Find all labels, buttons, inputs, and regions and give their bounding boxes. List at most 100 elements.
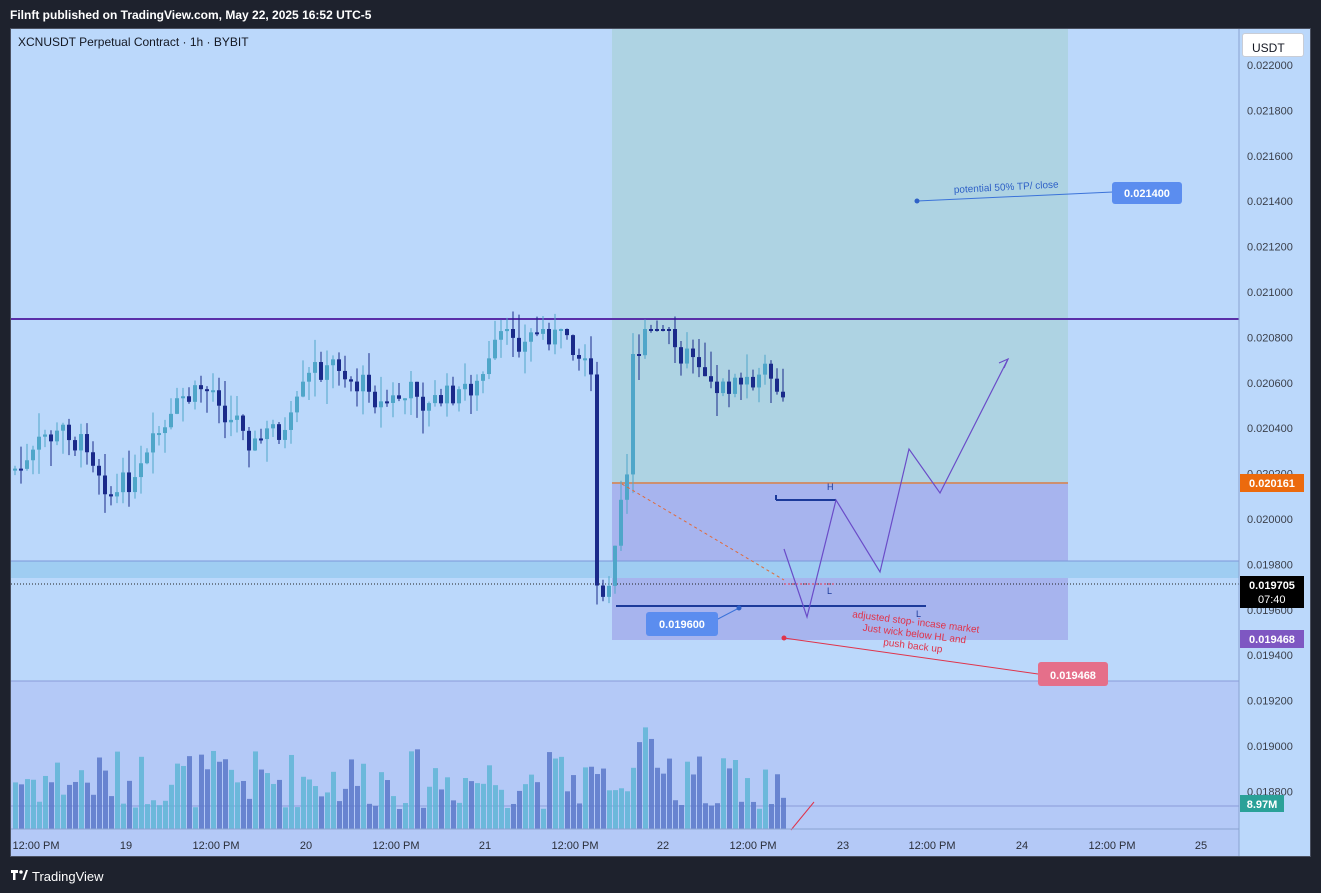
volume-bar <box>79 770 84 829</box>
candle-body <box>529 332 533 342</box>
price-axis[interactable]: 0.022000 0.021800 0.021600 0.021400 0.021200… <box>1247 60 1293 798</box>
volume-bar <box>631 767 636 829</box>
candle-body <box>667 329 671 331</box>
price-tick: 0.021000 <box>1247 287 1293 299</box>
candle-body <box>133 477 137 493</box>
candle-body <box>709 376 713 382</box>
candle-body <box>427 403 431 411</box>
projection-path[interactable] <box>783 358 1009 620</box>
time-tick: 24 <box>1016 840 1028 852</box>
candle-body <box>727 381 731 394</box>
candle-body <box>283 429 287 440</box>
volume-bar <box>499 789 504 829</box>
target-price-badge <box>1240 474 1304 492</box>
price-chart[interactable]: H L L potential 50% TP/ close adjusted s… <box>11 29 1310 856</box>
time-tick: 12:00 PM <box>372 840 419 852</box>
volume-bar <box>85 782 90 829</box>
candle-body <box>391 395 395 403</box>
tp-badge[interactable] <box>1112 182 1182 204</box>
volume-bar <box>625 791 630 829</box>
volume-bar <box>271 783 276 829</box>
stop-badge[interactable] <box>1038 662 1108 686</box>
volume-bar <box>175 763 180 829</box>
volume-bar <box>589 766 594 829</box>
candle-body <box>139 463 143 478</box>
candle-body <box>487 358 491 375</box>
candle-body <box>523 341 527 352</box>
entry-connector <box>715 607 740 621</box>
volume-bar <box>463 778 468 829</box>
volume-bar <box>553 758 558 829</box>
candle-body <box>715 381 719 394</box>
volume-bar <box>115 751 120 829</box>
volume-bar <box>241 780 246 829</box>
candle-body <box>241 415 245 431</box>
volume-bar <box>37 801 42 829</box>
volume-bar <box>415 749 420 829</box>
candle-body <box>331 359 335 366</box>
candle-body <box>547 329 551 345</box>
time-tick: 12:00 PM <box>1088 840 1135 852</box>
candle-body <box>403 398 407 401</box>
candle-body <box>181 396 185 399</box>
candle-body <box>289 412 293 430</box>
chart-frame[interactable]: H L L potential 50% TP/ close adjusted s… <box>10 28 1311 857</box>
candle-body <box>25 460 29 469</box>
volume-bar <box>445 777 450 829</box>
volume-bar <box>433 768 438 829</box>
entry-anchor[interactable] <box>736 605 742 611</box>
candle-body <box>151 433 155 453</box>
time-axis[interactable]: 12:00 PM 19 12:00 PM 20 12:00 PM 21 12:00 PM 22… <box>12 840 1207 852</box>
volume-bar <box>265 773 270 829</box>
candle-body <box>343 370 347 380</box>
volume-bar <box>583 767 588 829</box>
volume-bar <box>601 768 606 829</box>
volume-bar <box>517 790 522 829</box>
candle-body <box>61 424 65 431</box>
volume-bar <box>673 800 678 829</box>
price-tick: 0.019400 <box>1247 650 1293 662</box>
candle-body <box>505 329 509 332</box>
volume-bar <box>379 772 384 829</box>
entry-badge[interactable] <box>646 612 718 636</box>
candle-body <box>355 381 359 392</box>
price-tick: 0.020000 <box>1247 514 1293 526</box>
time-tick: 20 <box>300 840 312 852</box>
volume-bar <box>127 780 132 829</box>
volume-bar <box>313 786 318 829</box>
volume-bar <box>649 738 654 829</box>
time-tick: 25 <box>1195 840 1207 852</box>
volume-bar <box>31 779 36 829</box>
candle-body <box>763 363 767 375</box>
candle-body <box>517 337 521 352</box>
trend-dashed[interactable] <box>621 483 785 581</box>
volume-bar <box>775 774 780 829</box>
volume-bar <box>595 774 600 829</box>
volume-bar <box>355 785 360 829</box>
currency-button[interactable]: USDT <box>1242 33 1304 57</box>
candle-body <box>589 358 593 375</box>
volume-bar <box>643 727 648 829</box>
candles <box>13 311 785 605</box>
candle-body <box>307 372 311 382</box>
profit-zone <box>612 29 1068 484</box>
candle-body <box>457 389 461 404</box>
entry-band <box>11 561 1239 578</box>
volume-text: 8.97M <box>1247 799 1278 811</box>
volume-bar <box>253 751 258 829</box>
tp-anchor[interactable] <box>914 198 920 204</box>
candle-body <box>571 335 575 355</box>
tradingview-logo-icon <box>11 870 28 880</box>
volume-bar <box>523 784 528 829</box>
stop-anchor[interactable] <box>781 635 787 641</box>
volume-bar <box>169 784 174 829</box>
volume-bar <box>187 756 192 829</box>
candle-body <box>469 383 473 396</box>
candle-body <box>733 377 737 394</box>
candle-body <box>229 419 233 423</box>
volume-bar <box>361 763 366 829</box>
volume-bar <box>217 761 222 829</box>
candle-body <box>619 499 623 546</box>
symbol-title[interactable]: XCNUSDT Perpetual Contract · 1h · BYBIT <box>18 35 249 49</box>
candle-body <box>421 396 425 411</box>
